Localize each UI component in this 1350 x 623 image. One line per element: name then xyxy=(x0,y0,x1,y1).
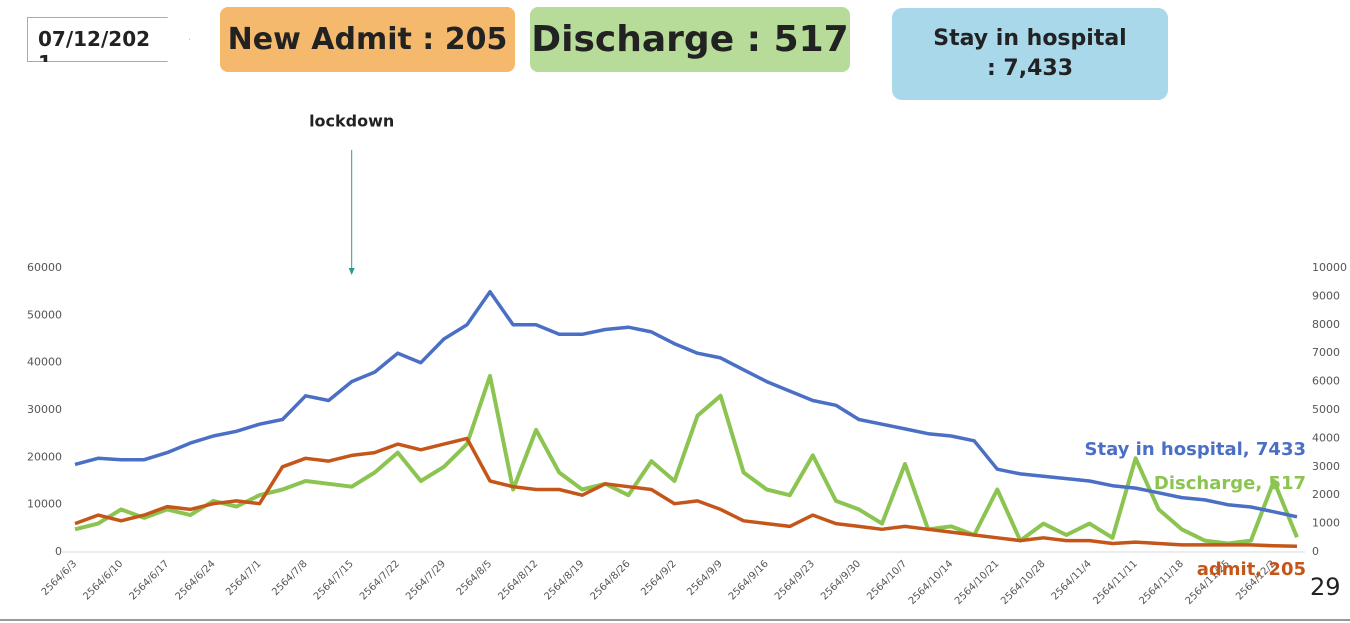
series-line xyxy=(74,373,1299,546)
x-tick-label: 2564/6/24 xyxy=(174,558,218,602)
end-label: Stay in hospital, 7433 xyxy=(1085,439,1306,460)
y2-tick-label: 9000 xyxy=(1312,289,1340,302)
y-tick-label: 30000 xyxy=(27,403,62,416)
date: 07/12/2021 xyxy=(38,26,151,75)
y-tick-label: 40000 xyxy=(27,356,62,369)
x-tick-label: 2564/9/30 xyxy=(819,558,863,602)
x-tick-label: 2564/9/2 xyxy=(639,558,679,598)
y-tick-label: 60000 xyxy=(27,261,62,274)
x-tick-label: 2564/8/5 xyxy=(455,558,495,598)
y2-tick-label: 2000 xyxy=(1312,488,1340,501)
y2-tick-label: 7000 xyxy=(1312,346,1340,359)
x-tick-label: 2564/7/8 xyxy=(270,558,310,598)
series-line xyxy=(74,289,1298,519)
y-tick-label: 10000 xyxy=(27,498,62,511)
x-tick-label: 2564/6/10 xyxy=(81,558,125,602)
stay: Stay in hospital : 7,433 xyxy=(892,8,1168,100)
x-tick-label: 2564/8/19 xyxy=(542,558,586,602)
x-tick-label: 2564/7/22 xyxy=(358,558,402,602)
x-tick-label: 2564/11/11 xyxy=(1091,558,1140,607)
x-tick-label: 2564/10/21 xyxy=(953,558,1002,607)
arrow-head xyxy=(348,268,355,275)
x-tick-label: 2564/10/28 xyxy=(999,558,1048,607)
y2-tick-label: 5000 xyxy=(1312,403,1340,416)
annotation: lockdown xyxy=(309,112,394,131)
x-tick-label: 2564/7/15 xyxy=(312,558,356,602)
y2-tick-label: 0 xyxy=(1312,545,1319,558)
series-line xyxy=(74,436,1298,548)
y2-tick-label: 3000 xyxy=(1312,460,1340,473)
y-tick-label: 0 xyxy=(55,545,62,558)
x-tick-label: 2564/6/3 xyxy=(40,558,80,598)
end-label: admit, 205 xyxy=(1197,559,1306,580)
y2-tick-label: 1000 xyxy=(1312,517,1340,530)
x-tick-label: 2564/7/1 xyxy=(224,558,264,598)
x-tick-label: 2564/8/26 xyxy=(589,558,633,602)
x-tick-label: 2564/9/23 xyxy=(773,558,817,602)
x-tick-label: 2564/11/4 xyxy=(1050,558,1094,602)
y2-tick-label: 10000 xyxy=(1312,261,1347,274)
x-tick-label: 2564/11/18 xyxy=(1137,558,1186,607)
date-box: 07/12/2021 xyxy=(27,17,190,62)
x-tick-label: 2564/9/9 xyxy=(685,558,725,598)
y2-tick-label: 4000 xyxy=(1312,431,1340,444)
x-tick-label: 2564/10/7 xyxy=(865,558,909,602)
x-tick-label: 2564/8/12 xyxy=(496,558,540,602)
new-admit: New Admit : 205 xyxy=(220,7,515,72)
end-label: Discharge, 517 xyxy=(1154,473,1306,494)
y-tick-label: 50000 xyxy=(27,308,62,321)
x-tick-label: 2564/9/16 xyxy=(727,558,771,602)
x-tick-label: 2564/7/29 xyxy=(404,558,448,602)
y2-tick-label: 8000 xyxy=(1312,318,1340,331)
page-number: 29 xyxy=(1310,573,1341,601)
y-tick-label: 20000 xyxy=(27,450,62,463)
x-tick-label: 2564/10/14 xyxy=(907,558,956,607)
x-tick-label: 2564/6/17 xyxy=(127,558,171,602)
y2-tick-label: 6000 xyxy=(1312,375,1340,388)
discharge: Discharge : 517 xyxy=(530,7,850,72)
